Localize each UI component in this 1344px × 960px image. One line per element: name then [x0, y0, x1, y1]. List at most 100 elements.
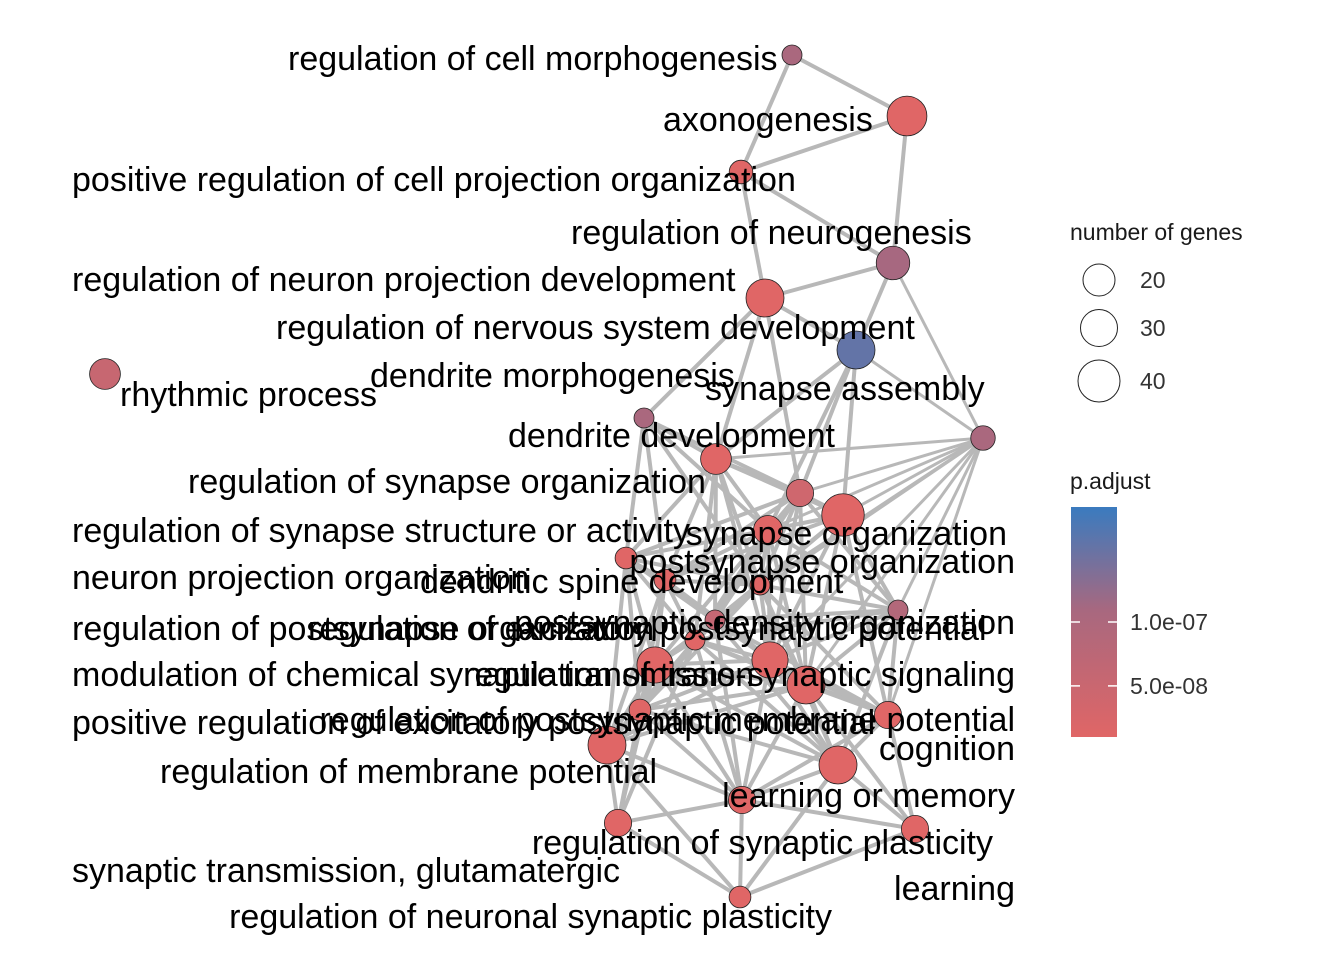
network-edge	[804, 608, 900, 687]
node-label: regulation of synapse structure or activ…	[72, 512, 690, 550]
network-node	[604, 809, 633, 838]
network-node	[587, 725, 627, 765]
node-label: regulation of neuron projection developm…	[72, 261, 736, 299]
color-legend-label: 5.0e-08	[1130, 673, 1208, 699]
network-node	[875, 245, 911, 281]
network-edge	[642, 296, 767, 420]
network-edge	[616, 709, 642, 824]
node-label: regulation of membrane potential	[160, 753, 657, 791]
network-edge	[617, 798, 743, 825]
node-label: neuron projection organization	[72, 559, 529, 597]
node-label: regulation of neurogenesis	[571, 214, 972, 252]
network-nodes	[89, 44, 996, 909]
network-edge	[714, 348, 858, 461]
size-legend-key	[1077, 359, 1121, 403]
size-legend: number of genes 20 30 40	[1070, 219, 1243, 403]
size-legend-label: 40	[1140, 368, 1166, 394]
node-label: regulation of neuronal synaptic plastici…	[229, 898, 832, 936]
size-legend-label: 30	[1140, 315, 1166, 341]
node-label: cognition	[879, 730, 1015, 768]
node-label: regulation of synaptic plasticity	[532, 824, 993, 862]
network-node	[749, 574, 771, 596]
network-edge	[624, 417, 646, 559]
network-edge	[639, 708, 839, 767]
network-node	[887, 599, 909, 621]
network-edge	[804, 514, 845, 686]
network-edge	[638, 579, 667, 711]
network-edge	[664, 578, 761, 587]
network-edge	[715, 436, 984, 461]
node-label: dendrite morphogenesis	[370, 357, 735, 395]
node-label: postsynapse organization	[629, 543, 1015, 581]
network-edge	[798, 491, 900, 612]
network-edge	[741, 798, 916, 831]
network-edge	[739, 170, 895, 265]
network-edge	[654, 663, 839, 767]
color-legend-title: p.adjust	[1070, 468, 1151, 494]
network-node	[628, 698, 652, 722]
network-edge	[605, 579, 667, 746]
network-edge	[896, 437, 985, 611]
network-edge	[663, 458, 718, 581]
network-node	[700, 443, 732, 475]
network-edge	[739, 827, 916, 899]
network-edge	[759, 583, 899, 612]
node-label: regulation of trans-synaptic signaling	[463, 656, 1015, 694]
network-node	[614, 546, 638, 570]
network-edge	[769, 608, 899, 662]
network-edge	[886, 437, 985, 716]
network-edge	[841, 349, 858, 516]
network-node	[704, 609, 726, 631]
network-edge	[714, 297, 767, 460]
network-edge	[624, 457, 718, 560]
network-node	[786, 665, 826, 705]
node-label: synapse organization	[686, 515, 1007, 553]
network-node	[751, 641, 789, 679]
network-edge	[714, 608, 899, 622]
network-edge	[886, 609, 900, 716]
network-node	[874, 701, 903, 730]
network-edge	[740, 114, 908, 174]
network-edge	[763, 297, 802, 494]
network-node	[728, 885, 752, 909]
network-edge	[738, 763, 840, 899]
network-edge	[738, 799, 744, 898]
node-label: learning	[894, 870, 1015, 908]
network-node	[781, 44, 803, 66]
network-node	[636, 646, 674, 684]
network-edge	[855, 348, 984, 440]
network-edge	[625, 556, 761, 587]
network-edge	[639, 683, 807, 712]
node-label: dendrite development	[508, 417, 836, 455]
size-legend-title: number of genes	[1070, 219, 1243, 245]
network-edge	[605, 557, 628, 746]
network-node	[745, 278, 785, 318]
network-edge	[693, 639, 744, 801]
node-label: regulation of postsynaptic membrane pote…	[319, 701, 1015, 739]
network-node	[970, 425, 996, 451]
network-edge	[767, 436, 984, 532]
node-label: regulation of nervous system development	[276, 309, 915, 347]
node-label: regulation of excitatory postsynaptic po…	[308, 610, 987, 648]
network-edge	[606, 743, 743, 802]
network-edge	[654, 658, 771, 667]
network-edge	[739, 171, 767, 299]
network-edge	[625, 491, 801, 560]
network-labels: regulation of cell morphogenesis axonogen…	[72, 40, 1015, 936]
node-label: learning or memory	[722, 777, 1015, 815]
network-edge	[768, 658, 840, 767]
node-label: positive regulation of cell projection o…	[72, 161, 796, 199]
network-edge	[798, 349, 858, 494]
network-edge	[638, 708, 744, 802]
network-node	[836, 330, 876, 370]
network-edge	[653, 663, 744, 802]
network-edge	[639, 658, 771, 712]
node-label: regulation of synapse organization	[188, 463, 706, 501]
network-edge	[606, 683, 807, 747]
network-node	[633, 407, 655, 429]
network-edge	[768, 492, 802, 661]
size-legend-label: 20	[1140, 267, 1166, 293]
node-label: regulation of postsynapse organization	[72, 610, 654, 648]
network-edge	[764, 261, 894, 300]
